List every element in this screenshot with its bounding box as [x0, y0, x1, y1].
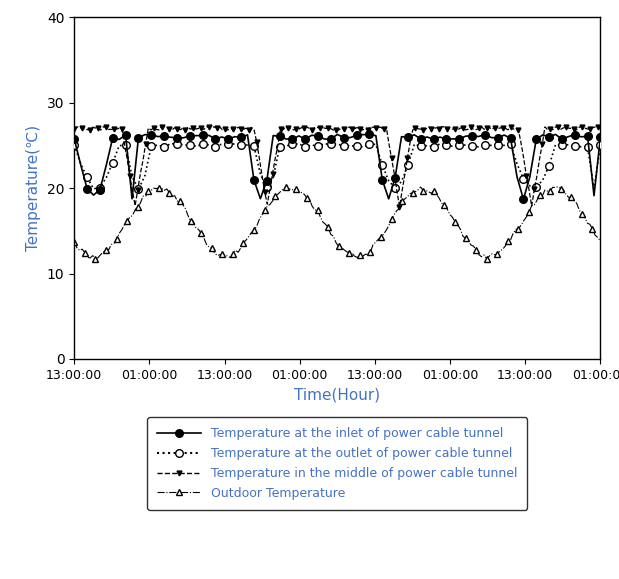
X-axis label: Time(Hour): Time(Hour) — [294, 387, 381, 402]
Y-axis label: Temperature(℃): Temperature(℃) — [27, 125, 41, 251]
Legend: Temperature at the inlet of power cable tunnel, Temperature at the outlet of pow: Temperature at the inlet of power cable … — [147, 417, 527, 510]
